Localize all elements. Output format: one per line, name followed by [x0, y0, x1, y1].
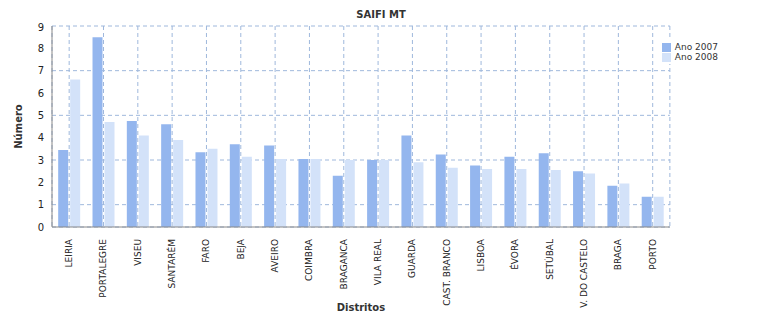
svg-text:SETÚBAL: SETÚBAL: [544, 239, 555, 280]
svg-text:PORTALEGRE: PORTALEGRE: [98, 239, 108, 298]
svg-text:PORTO: PORTO: [648, 239, 658, 270]
svg-text:5: 5: [38, 110, 44, 121]
html-text:SAIFI MT: SAIFI MT: [356, 9, 406, 20]
svg-text:CAST. BRANCO: CAST. BRANCO: [442, 239, 452, 306]
svg-text:4: 4: [38, 132, 44, 143]
svg-text:9: 9: [38, 22, 44, 33]
html-text:Ano 2008: Ano 2008: [674, 52, 718, 62]
svg-text:FARO: FARO: [201, 239, 211, 263]
svg-text:BRAGANCA: BRAGANCA: [339, 238, 349, 289]
svg-text:1: 1: [38, 199, 44, 210]
svg-text:COIMBRA: COIMBRA: [304, 238, 314, 281]
svg-text:BEJA: BEJA: [236, 238, 246, 259]
svg-text:0: 0: [38, 222, 44, 233]
svg-text:3: 3: [38, 155, 44, 166]
svg-text:SANTARÉM: SANTARÉM: [166, 239, 177, 288]
svg-text:V. DO CASTELO: V. DO CASTELO: [579, 239, 589, 308]
svg-text:BRAGA: BRAGA: [613, 238, 623, 270]
svg-text:ÉVORA: ÉVORA: [509, 238, 520, 270]
svg-text:6: 6: [38, 88, 44, 99]
svg-text:VILA REAL: VILA REAL: [373, 239, 383, 285]
html-text:Ano 2007: Ano 2007: [674, 42, 718, 52]
svg-text:AVEIRO: AVEIRO: [270, 239, 280, 272]
svg-text:2: 2: [38, 177, 44, 188]
svg-text:7: 7: [38, 65, 44, 76]
svg-text:8: 8: [38, 43, 44, 54]
svg-text:GUARDA: GUARDA: [407, 238, 417, 278]
svg-text:LISBOA: LISBOA: [476, 238, 486, 271]
svg-text:LEIRIA: LEIRIA: [64, 238, 74, 267]
svg-text:Número: Número: [13, 104, 24, 149]
svg-text:VISEU: VISEU: [133, 239, 143, 266]
svg-text:Distritos: Distritos: [337, 302, 385, 313]
